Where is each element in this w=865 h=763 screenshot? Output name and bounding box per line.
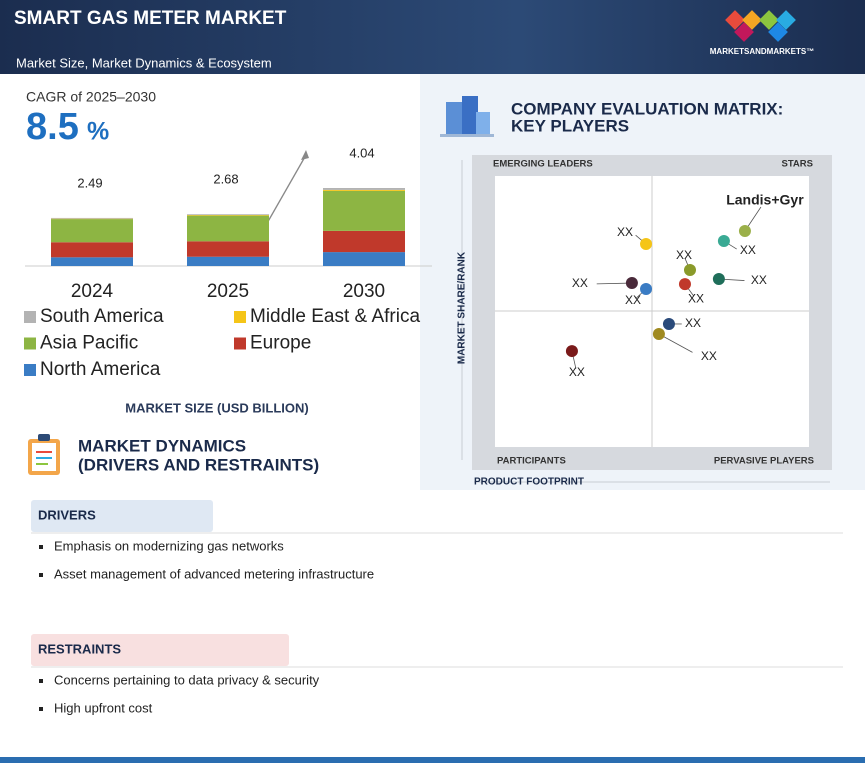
bar-segment — [187, 215, 269, 216]
growth-arrow — [261, 154, 307, 233]
footer-band — [0, 757, 865, 763]
cagr-value: 8.5 — [26, 106, 79, 148]
x-tick-label: 2030 — [343, 281, 385, 302]
bar-segment — [187, 256, 269, 266]
legend-label: North America — [40, 359, 161, 380]
drivers-tab — [31, 500, 213, 532]
player-point — [565, 345, 578, 358]
brand: MARKETSANDMARKETS™ — [710, 47, 814, 56]
bar-segment — [187, 241, 269, 257]
player-label: XX — [685, 316, 701, 330]
clipboard-icon — [28, 434, 60, 475]
bar-segment — [323, 230, 405, 253]
bar-segment — [51, 242, 133, 258]
list-item: Emphasis on modernizing gas networks — [54, 538, 284, 553]
player-label: Landis+Gyr — [726, 192, 804, 208]
total-label: 2.49 — [77, 175, 102, 190]
quadrant-label: STARS — [782, 159, 814, 170]
legend-label: Europe — [250, 333, 311, 354]
cagr-label: CAGR of 2025–2030 — [26, 89, 156, 105]
cagr-unit: % — [87, 118, 109, 146]
legend-swatch — [234, 337, 246, 350]
player-point — [678, 278, 691, 291]
bar-segment — [323, 188, 405, 190]
total-label: 4.04 — [349, 145, 374, 160]
player-label: XX — [569, 365, 585, 379]
quadrant-label: PERVASIVE PLAYERS — [714, 456, 814, 467]
player-label: XX — [688, 291, 704, 305]
player-point — [640, 283, 653, 296]
legend-swatch — [234, 311, 246, 323]
dynamics-title: MARKET DYNAMICS — [78, 436, 246, 455]
bullet — [39, 545, 43, 549]
player-label: XX — [572, 276, 588, 290]
player-label: XX — [617, 225, 633, 239]
legend-label: Asia Pacific — [40, 333, 138, 354]
player-point — [712, 272, 725, 285]
quadrant-label: PARTICIPANTS — [497, 456, 566, 467]
bar-segment — [187, 215, 269, 242]
bar-segment — [187, 214, 269, 216]
list-item: High upfront cost — [54, 700, 153, 715]
bullet — [39, 707, 43, 711]
bar-segment — [323, 252, 405, 266]
legend-label: Middle East & Africa — [250, 306, 420, 327]
drivers-title: DRIVERS — [38, 507, 96, 522]
list-item: Concerns pertaining to data privacy & se… — [54, 672, 320, 687]
player-label: XX — [751, 273, 767, 287]
chart-xlabel: MARKET SIZE (USD BILLION) — [125, 400, 308, 415]
player-point — [625, 277, 638, 290]
bullet — [39, 679, 43, 683]
y-axis-label: MARKET SHARE/RANK — [457, 251, 468, 364]
x-tick-label: 2025 — [207, 281, 249, 302]
total-label: 2.68 — [213, 172, 238, 187]
bullet — [39, 573, 43, 577]
x-axis-label: PRODUCT FOOTPRINT — [474, 477, 584, 488]
header-band — [0, 0, 865, 74]
player-point — [738, 225, 751, 238]
player-label: XX — [740, 243, 756, 257]
player-point — [717, 235, 730, 248]
legend-swatch — [24, 337, 36, 350]
dynamics-title: (DRIVERS AND RESTRAINTS) — [78, 455, 319, 474]
bar-segment — [323, 190, 405, 231]
matrix-title: KEY PLAYERS — [511, 116, 629, 135]
quadrant-label: EMERGING LEADERS — [493, 159, 593, 170]
legend-swatch — [24, 311, 36, 323]
player-label: XX — [676, 248, 692, 262]
legend-label: South America — [40, 306, 164, 327]
restraints-tab — [31, 634, 289, 666]
bar-segment — [323, 189, 405, 191]
building-icon — [440, 96, 494, 137]
leader-line — [658, 333, 693, 353]
title: SMART GAS METER MARKET — [14, 8, 287, 29]
player-point — [640, 238, 653, 251]
x-tick-label: 2024 — [71, 281, 114, 302]
player-label: XX — [701, 349, 717, 363]
player-label: XX — [625, 293, 641, 307]
bar-segment — [51, 219, 133, 243]
growth-arrowhead — [301, 150, 309, 160]
player-point — [662, 317, 675, 330]
bar-segment — [51, 257, 133, 266]
subtitle: Market Size, Market Dynamics & Ecosystem — [16, 55, 272, 70]
bar-segment — [51, 217, 133, 219]
list-item: Asset management of advanced metering in… — [54, 566, 374, 581]
legend-swatch — [24, 364, 36, 376]
player-point — [683, 264, 696, 277]
matrix-title: COMPANY EVALUATION MATRIX: — [511, 99, 783, 118]
restraints-title: RESTRAINTS — [38, 641, 121, 656]
player-point — [652, 327, 665, 340]
